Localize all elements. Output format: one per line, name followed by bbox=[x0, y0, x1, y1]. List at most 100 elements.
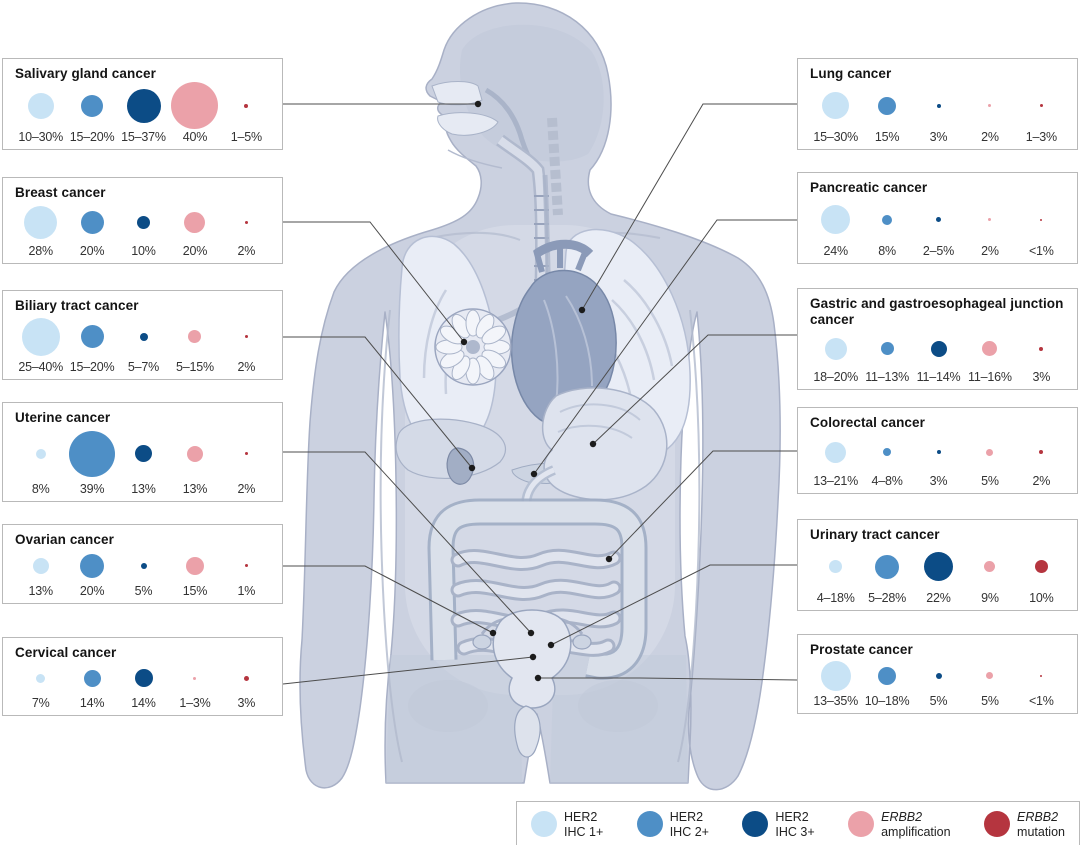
panel-uterine-cancer: Uterine cancer 8% 39% 13% 13% 2% bbox=[2, 402, 283, 502]
prevalence-label: 5% bbox=[134, 584, 153, 598]
legend-swatch bbox=[531, 811, 557, 837]
prevalence-bubble-amp bbox=[193, 676, 197, 680]
prevalence-label: 11–16% bbox=[968, 370, 1012, 384]
bubble-cell: 28% bbox=[15, 201, 66, 260]
connector-cervical bbox=[282, 656, 534, 685]
prevalence-label: 15% bbox=[874, 130, 900, 144]
organ-dot-cervix bbox=[529, 653, 537, 661]
prevalence-label: 10–30% bbox=[18, 130, 64, 144]
panel-ovarian-cancer: Ovarian cancer 13% 20% 5% 15% 1% bbox=[2, 524, 283, 604]
bubble-cell: 10–18% bbox=[861, 658, 912, 710]
bubble-cell: 14% bbox=[118, 661, 169, 712]
prevalence-bubble-ihc3 bbox=[134, 669, 153, 688]
bubble-cell: 5–15% bbox=[169, 314, 220, 376]
bubble-cell: 15–30% bbox=[810, 82, 861, 146]
prevalence-label: 5–28% bbox=[868, 591, 907, 605]
organ-dot-ovary bbox=[489, 629, 497, 637]
prevalence-bubble-mut bbox=[1039, 346, 1044, 351]
prevalence-label: 3% bbox=[237, 696, 256, 710]
connector-urinary-tract bbox=[550, 564, 797, 646]
prevalence-bubble-amp bbox=[186, 445, 203, 462]
prevalence-bubble-ihc1 bbox=[820, 660, 851, 691]
prevalence-bubble-mut bbox=[1034, 560, 1048, 574]
heart bbox=[510, 239, 617, 427]
prevalence-label: 20% bbox=[182, 244, 208, 258]
organ-dot-pancreas bbox=[530, 470, 538, 478]
large-intestine bbox=[427, 498, 648, 680]
prevalence-bubble-ihc2 bbox=[81, 94, 104, 117]
prevalence-label: 10% bbox=[131, 244, 156, 258]
legend: HER2 IHC 1+ HER2 IHC 2+ HER2 IHC 3+ ERBB… bbox=[516, 801, 1080, 845]
prevalence-bubble-ihc1 bbox=[824, 337, 847, 360]
prevalence-bubble-ihc2 bbox=[878, 96, 897, 115]
legend-item: ERBB2 mutation bbox=[984, 810, 1065, 840]
organ-dot-stomach bbox=[589, 440, 597, 448]
bubble-row: 10–30% 15–20% 15–37% 40% 1–5% bbox=[15, 82, 272, 146]
connector-prostate bbox=[538, 677, 798, 681]
panel-cervical-cancer: Cervical cancer 7% 14% 14% 1–3% 3% bbox=[2, 637, 283, 716]
bubble-cell: 15–20% bbox=[66, 82, 117, 146]
prevalence-bubble-ihc2 bbox=[80, 325, 104, 349]
bubble-cell: 2% bbox=[221, 314, 272, 376]
prevalence-label: 22% bbox=[926, 591, 951, 605]
prevalence-bubble-ihc3 bbox=[930, 340, 947, 357]
prevalence-bubble-mut bbox=[244, 564, 248, 568]
prevalence-label: 2% bbox=[981, 244, 999, 258]
prevalence-bubble-mut bbox=[1040, 218, 1043, 221]
bubble-cell: 15–20% bbox=[66, 314, 117, 376]
prevalence-bubble-ihc2 bbox=[80, 210, 104, 234]
prevalence-bubble-ihc2 bbox=[880, 342, 894, 356]
prevalence-bubble-ihc3 bbox=[936, 217, 942, 223]
panel-lung-cancer: Lung cancer 15–30% 15% 3% 2% 1–3% bbox=[797, 58, 1078, 150]
prevalence-bubble-ihc2 bbox=[875, 554, 900, 579]
legend-label-line1: HER2 bbox=[669, 810, 704, 824]
bubble-cell: 3% bbox=[913, 82, 964, 146]
bubble-row: 18–20% 11–13% 11–14% 11–16% 3% bbox=[810, 328, 1067, 386]
bubble-cell: 5–28% bbox=[861, 543, 912, 607]
prevalence-bubble-ihc1 bbox=[821, 205, 851, 235]
bubble-cell: 5% bbox=[964, 431, 1015, 490]
prevalence-bubble-ihc3 bbox=[135, 445, 153, 463]
legend-label-line1: ERBB2 bbox=[881, 810, 923, 824]
prevalence-label: <1% bbox=[1028, 244, 1054, 258]
prevalence-label: 4–8% bbox=[871, 474, 903, 488]
prevalence-bubble-ihc3 bbox=[936, 103, 941, 108]
bubble-cell: 4–18% bbox=[810, 543, 861, 607]
prevalence-label: 15–30% bbox=[813, 130, 859, 144]
prevalence-label: 15–20% bbox=[69, 360, 115, 374]
bubble-cell: 1–3% bbox=[169, 661, 220, 712]
prevalence-bubble-ihc3 bbox=[140, 562, 147, 569]
prevalence-bubble-amp bbox=[988, 218, 992, 222]
prevalence-label: 4–18% bbox=[816, 591, 855, 605]
prevalence-bubble-ihc3 bbox=[936, 450, 941, 455]
prevalence-label: 1–3% bbox=[1025, 130, 1057, 144]
panel-title: Gastric and gastroesophageal junction ca… bbox=[810, 296, 1064, 327]
prevalence-label: 28% bbox=[28, 244, 53, 258]
legend-label-line1: ERBB2 bbox=[1017, 810, 1059, 824]
bubble-row: 15–30% 15% 3% 2% 1–3% bbox=[810, 82, 1067, 146]
prevalence-label: 2–5% bbox=[922, 244, 955, 258]
bubble-cell: 25–40% bbox=[15, 314, 66, 376]
bubble-row: 25–40% 15–20% 5–7% 5–15% 2% bbox=[15, 314, 272, 376]
bubble-cell: 40% bbox=[169, 82, 220, 146]
prevalence-label: 2% bbox=[1032, 474, 1051, 488]
bubble-row: 13% 20% 5% 15% 1% bbox=[15, 548, 272, 600]
bubble-cell: <1% bbox=[1016, 658, 1067, 710]
bubble-cell: 39% bbox=[66, 426, 117, 498]
prevalence-label: 14% bbox=[131, 696, 156, 710]
prevalence-label: 7% bbox=[31, 696, 50, 710]
legend-label-line1: HER2 bbox=[775, 810, 809, 824]
organ-dot-breast bbox=[460, 338, 468, 346]
liver-and-gallbladder bbox=[395, 418, 506, 485]
legend-swatch bbox=[848, 811, 875, 837]
prevalence-label: 18–20% bbox=[813, 370, 859, 384]
prevalence-bubble-ihc1 bbox=[21, 317, 60, 356]
prevalence-bubble-ihc2 bbox=[878, 666, 897, 685]
connector-breast bbox=[283, 221, 465, 343]
prevalence-label: 11–13% bbox=[865, 370, 909, 384]
panel-title: Salivary gland cancer bbox=[15, 66, 156, 81]
prevalence-bubble-ihc3 bbox=[139, 332, 148, 341]
prevalence-bubble-ihc1 bbox=[825, 441, 847, 463]
prevalence-label: 2% bbox=[237, 482, 256, 496]
